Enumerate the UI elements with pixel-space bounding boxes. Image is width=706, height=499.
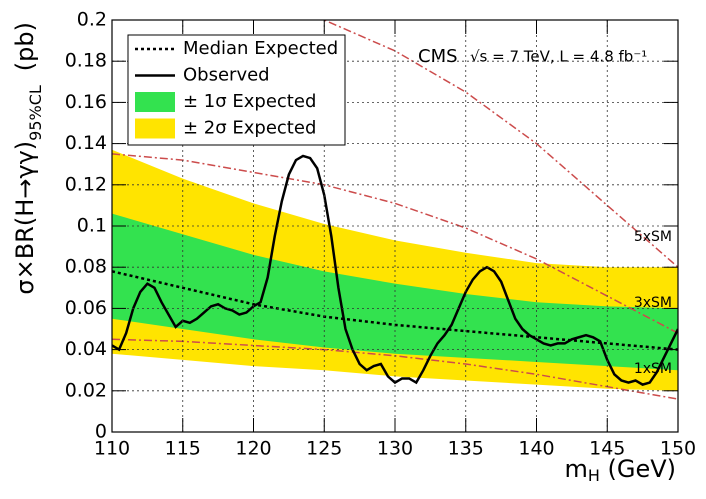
y-tick-label: 0.2: [77, 9, 107, 31]
x-tick-label: 140: [518, 438, 554, 460]
x-tick-label: 150: [660, 438, 696, 460]
legend-label: ± 1σ Expected: [183, 91, 316, 112]
legend-label: ± 2σ Expected: [183, 118, 316, 139]
observed-line: [112, 154, 678, 386]
x-tick-label: 130: [377, 438, 413, 460]
legend-swatch: [135, 92, 175, 112]
annotation: √s = 7 TeV, L = 4.8 fb⁻¹: [470, 48, 647, 66]
legend-label: Median Expected: [183, 38, 338, 59]
plot-frame: [111, 19, 679, 433]
x-axis-label-part: H: [588, 466, 600, 485]
y-tick-label: 0.18: [65, 50, 107, 72]
annotation: CMS: [418, 46, 458, 67]
y-axis-label-part: (pb): [11, 22, 39, 71]
x-axis-label-part: (GeV): [600, 455, 676, 483]
x-tick-label: 145: [589, 438, 625, 460]
x-tick-label: 115: [165, 438, 201, 460]
sm-label: 3xSM: [634, 295, 672, 311]
y-tick-label: 0.16: [65, 91, 107, 113]
y-tick-label: 0.1: [77, 215, 107, 237]
y-axis-label-part: 95%CL: [26, 85, 45, 141]
x-axis-label: mH (GeV): [564, 455, 676, 485]
sm-label: 1xSM: [634, 361, 672, 377]
x-tick-label: 120: [235, 438, 271, 460]
y-tick-label: 0.08: [65, 256, 107, 278]
y-tick-label: 0.06: [65, 297, 107, 319]
y-axis-label-part: σ×BR(H→γγ): [11, 141, 39, 295]
legend-swatch: [135, 118, 175, 139]
y-axis-label: σ×BR(H→γγ)95%CL (pb): [11, 22, 45, 295]
x-tick-label: 110: [94, 438, 130, 460]
median-line: [112, 270, 678, 351]
x-tick-label: 125: [306, 438, 342, 460]
x-tick-label: 135: [448, 438, 484, 460]
sm-label: 5xSM: [634, 229, 672, 245]
y-tick-label: 0.14: [65, 132, 107, 154]
y-tick-label: 0.02: [65, 379, 107, 401]
x-axis-label-part: m: [564, 455, 587, 483]
y-tick-label: 0.12: [65, 173, 107, 195]
y-tick-label: 0: [95, 421, 107, 443]
legend-label: Observed: [183, 65, 270, 86]
y-tick-label: 0.04: [65, 338, 107, 360]
